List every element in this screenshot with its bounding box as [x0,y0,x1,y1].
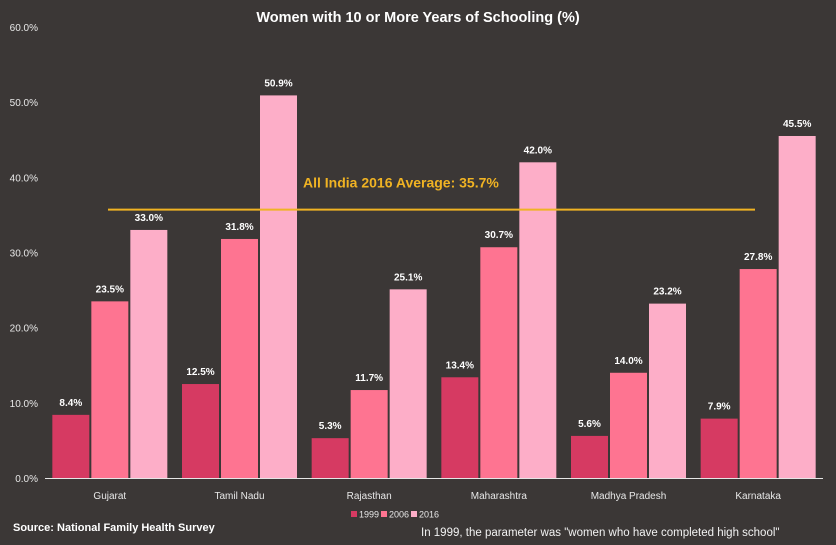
bar-2016-madhya-pradesh [649,303,686,478]
data-label: 45.5% [783,119,811,130]
bar-2016-karnataka [778,135,816,478]
data-label: 5.3% [319,421,342,432]
data-label: 33.0% [135,213,163,224]
legend-label: 2006 [389,510,409,520]
data-label: 13.4% [446,360,474,371]
data-label: 50.9% [264,78,292,89]
data-label: 30.7% [485,230,513,241]
x-tick-label: Rajasthan [347,491,392,502]
bar-1999-madhya-pradesh [571,435,608,478]
bar-2016-gujarat [130,229,168,478]
bar-2016-maharashtra [519,162,557,479]
bar-2016-rajasthan [389,289,427,478]
y-tick-label: 10.0% [10,399,38,410]
data-label: 23.2% [653,287,681,298]
bar-2006-karnataka [739,269,777,478]
legend-swatch-2016 [411,511,417,517]
data-label: 11.7% [355,373,383,384]
average-reference-label: All India 2016 Average: 35.7% [303,175,499,191]
data-label: 14.0% [614,356,642,367]
legend-swatch-2006 [381,511,387,517]
footnote: In 1999, the parameter was "women who ha… [421,527,779,539]
bars [52,95,816,479]
bar-2016-tamil-nadu [260,95,297,478]
bar-2006-maharashtra [480,247,518,478]
x-tick-label: Gujarat [93,491,126,502]
bar-1999-gujarat [52,414,90,478]
bar-2006-rajasthan [350,390,388,478]
y-tick-label: 40.0% [10,173,38,184]
x-tick-label: Tamil Nadu [214,491,264,502]
source-note: Source: National Family Health Survey [13,522,216,534]
bar-2006-madhya-pradesh [610,372,647,478]
y-tick-label: 60.0% [10,23,38,34]
y-tick-label: 20.0% [10,324,38,335]
data-label: 5.6% [578,419,601,430]
data-label: 27.8% [744,252,772,263]
x-axis: Gujarat Tamil Nadu Rajasthan Maharashtra Mad… [93,491,781,502]
y-axis: 0.0% 10.0% 20.0% 30.0% 40.0% 50.0% 60.0% [10,23,38,485]
data-label: 23.5% [96,284,124,295]
x-tick-label: Maharashtra [471,491,528,502]
bar-1999-maharashtra [441,377,479,478]
y-tick-label: 50.0% [10,98,38,109]
y-tick-label: 30.0% [10,249,38,260]
legend: 1999 2006 2016 [351,510,439,520]
data-label: 7.9% [708,402,731,413]
bar-1999-tamil-nadu [182,384,219,478]
data-label: 31.8% [225,222,253,233]
bar-2006-gujarat [91,301,129,478]
chart-title: Women with 10 or More Years of Schooling… [256,10,580,26]
data-label: 25.1% [394,272,422,283]
data-label: 8.4% [59,398,82,409]
x-tick-label: Madhya Pradesh [591,491,667,502]
data-label: 42.0% [524,145,552,156]
data-labels: 8.4% 23.5% 33.0% 12.5% 31.8% 50.9% 5.3% 11.7% 25… [59,78,811,432]
y-tick-label: 0.0% [15,474,38,485]
bar-1999-rajasthan [311,438,349,478]
data-label: 12.5% [186,367,214,378]
x-tick-label: Karnataka [735,491,781,502]
legend-label: 2016 [419,510,439,520]
legend-swatch-1999 [351,511,357,517]
legend-label: 1999 [359,510,379,520]
bar-1999-karnataka [700,418,738,478]
bar-2006-tamil-nadu [221,238,258,478]
